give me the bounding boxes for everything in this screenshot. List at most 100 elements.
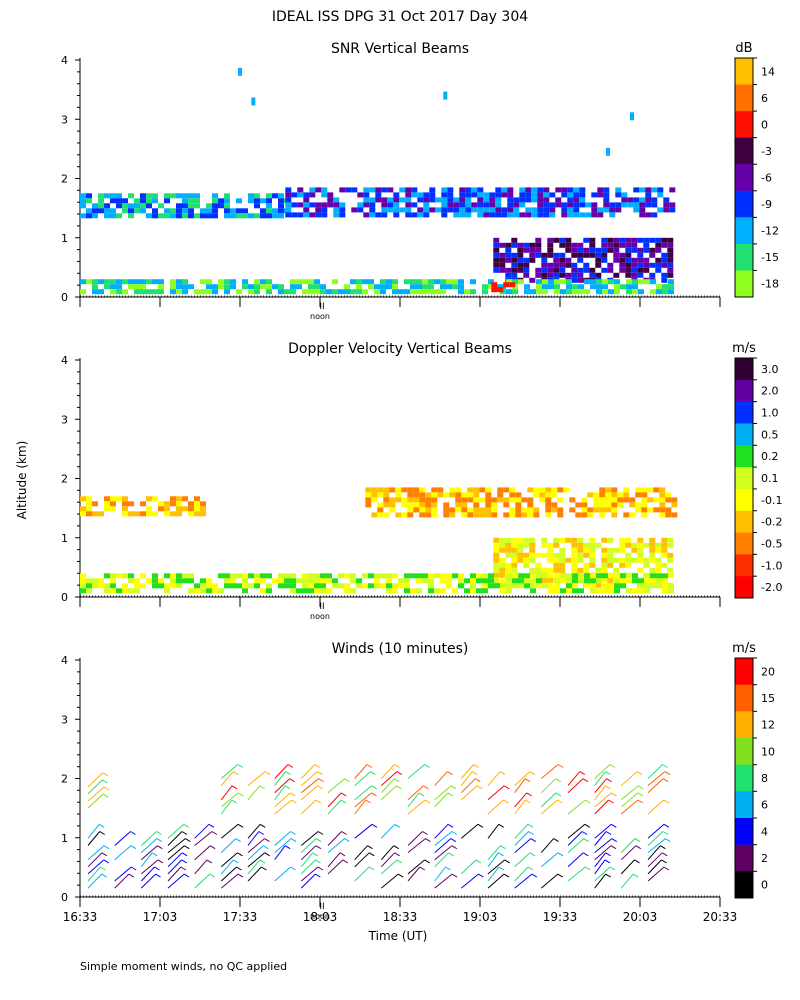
heatmap-cell [629,497,636,503]
heatmap-cell [404,588,410,594]
heatmap-cell [453,202,460,208]
heatmap-cell [200,208,206,214]
heatmap-cell [511,267,518,273]
heatmap-cell [152,496,158,502]
heatmap-cell [140,289,146,295]
wind-barb [274,838,292,853]
heatmap-cell [631,247,638,253]
heatmap-cell [380,289,386,295]
heatmap-cell [176,506,182,512]
heatmap-cell [449,487,456,493]
heatmap-cell [584,289,590,295]
heatmap-cell [338,583,344,589]
heatmap-cell [482,284,488,290]
heatmap-cell [338,289,344,295]
heatmap-cell [416,588,422,594]
heatmap-cell [212,208,218,214]
wind-barb-feather [498,852,504,857]
heatmap-cell [511,257,518,263]
heatmap-cell [140,573,146,579]
wind-barb [327,792,342,808]
heatmap-cell [659,512,666,518]
wind-barb [487,785,505,801]
heatmap-cell [527,507,534,513]
wind-barb-feather [264,838,270,843]
wind-barb-feather [231,785,238,790]
heatmap-cell [571,557,578,563]
heatmap-cell [188,573,194,579]
heatmap-cell [491,512,498,518]
heatmap-cell [625,272,632,278]
heatmap-cell [602,279,608,285]
heatmap-cell [497,287,504,293]
heatmap-cell [248,284,254,290]
heatmap-cell [637,237,644,243]
wind-barb [407,866,421,882]
wind-barb [300,873,316,889]
heatmap-cell [290,284,296,290]
heatmap-cell [194,289,200,295]
panel-title: Winds (10 minutes) [332,641,469,657]
heatmap-cell [92,578,98,584]
heatmap-cell [495,192,502,198]
heatmap-cell [659,507,666,513]
heatmap-cell [543,212,550,218]
heatmap-cell [92,583,98,589]
heatmap-cell [417,192,424,198]
heatmap-cell [212,588,218,594]
heatmap-cell [411,192,418,198]
wind-barb-feather [340,792,347,797]
heatmap-cell [128,578,134,584]
heatmap-cell [371,492,378,498]
wind-barb [514,866,529,882]
wind-barb-feather [156,831,162,835]
heatmap-cell [613,237,620,243]
heatmap-cell [521,497,528,503]
heatmap-cell [561,212,568,218]
heatmap-cell [529,547,536,553]
heatmap-cell [572,588,578,594]
noon-marker: II [319,302,324,312]
heatmap-cell [567,197,574,203]
wind-barb [434,866,446,882]
wind-barb-feather [557,764,564,768]
heatmap-cell [467,512,474,518]
wind-barb-feather [499,771,506,776]
heatmap-cell [625,542,632,548]
heatmap-cell [506,583,512,589]
wind-barb-feather [447,792,454,797]
heatmap-cell [122,203,128,209]
heatmap-cell [545,502,552,508]
heatmap-cell [471,192,478,198]
wind-barb-feather [636,771,643,776]
heatmap-cell [577,242,584,248]
heatmap-cell [170,284,176,290]
heatmap-cell [535,267,542,273]
heatmap-cell [455,502,462,508]
heatmap-cell [554,284,560,290]
wind-barb-feather [103,786,110,791]
heatmap-cell [308,289,314,295]
heatmap-cell [339,202,346,208]
wind-barb-feather [341,831,347,835]
heatmap-cell [407,497,414,503]
heatmap-cell [387,197,394,203]
heatmap-cell [483,192,490,198]
heatmap-cell [579,197,586,203]
heatmap-cell [565,537,572,543]
heatmap-cell [621,197,628,203]
heatmap-cell [297,212,304,218]
heatmap-cell [104,193,110,199]
heatmap-cell [619,267,626,273]
wind-barb [540,838,554,853]
heatmap-cell [483,212,490,218]
heatmap-cell [134,198,140,204]
heatmap-cell [590,583,596,589]
heatmap-cell [470,289,476,295]
wind-barb [220,771,234,786]
heatmap-cell [285,187,292,193]
heatmap-cell [517,252,524,258]
wind-barb [407,792,420,808]
heatmap-cell [314,289,320,295]
wind-barb-feather [312,852,318,857]
